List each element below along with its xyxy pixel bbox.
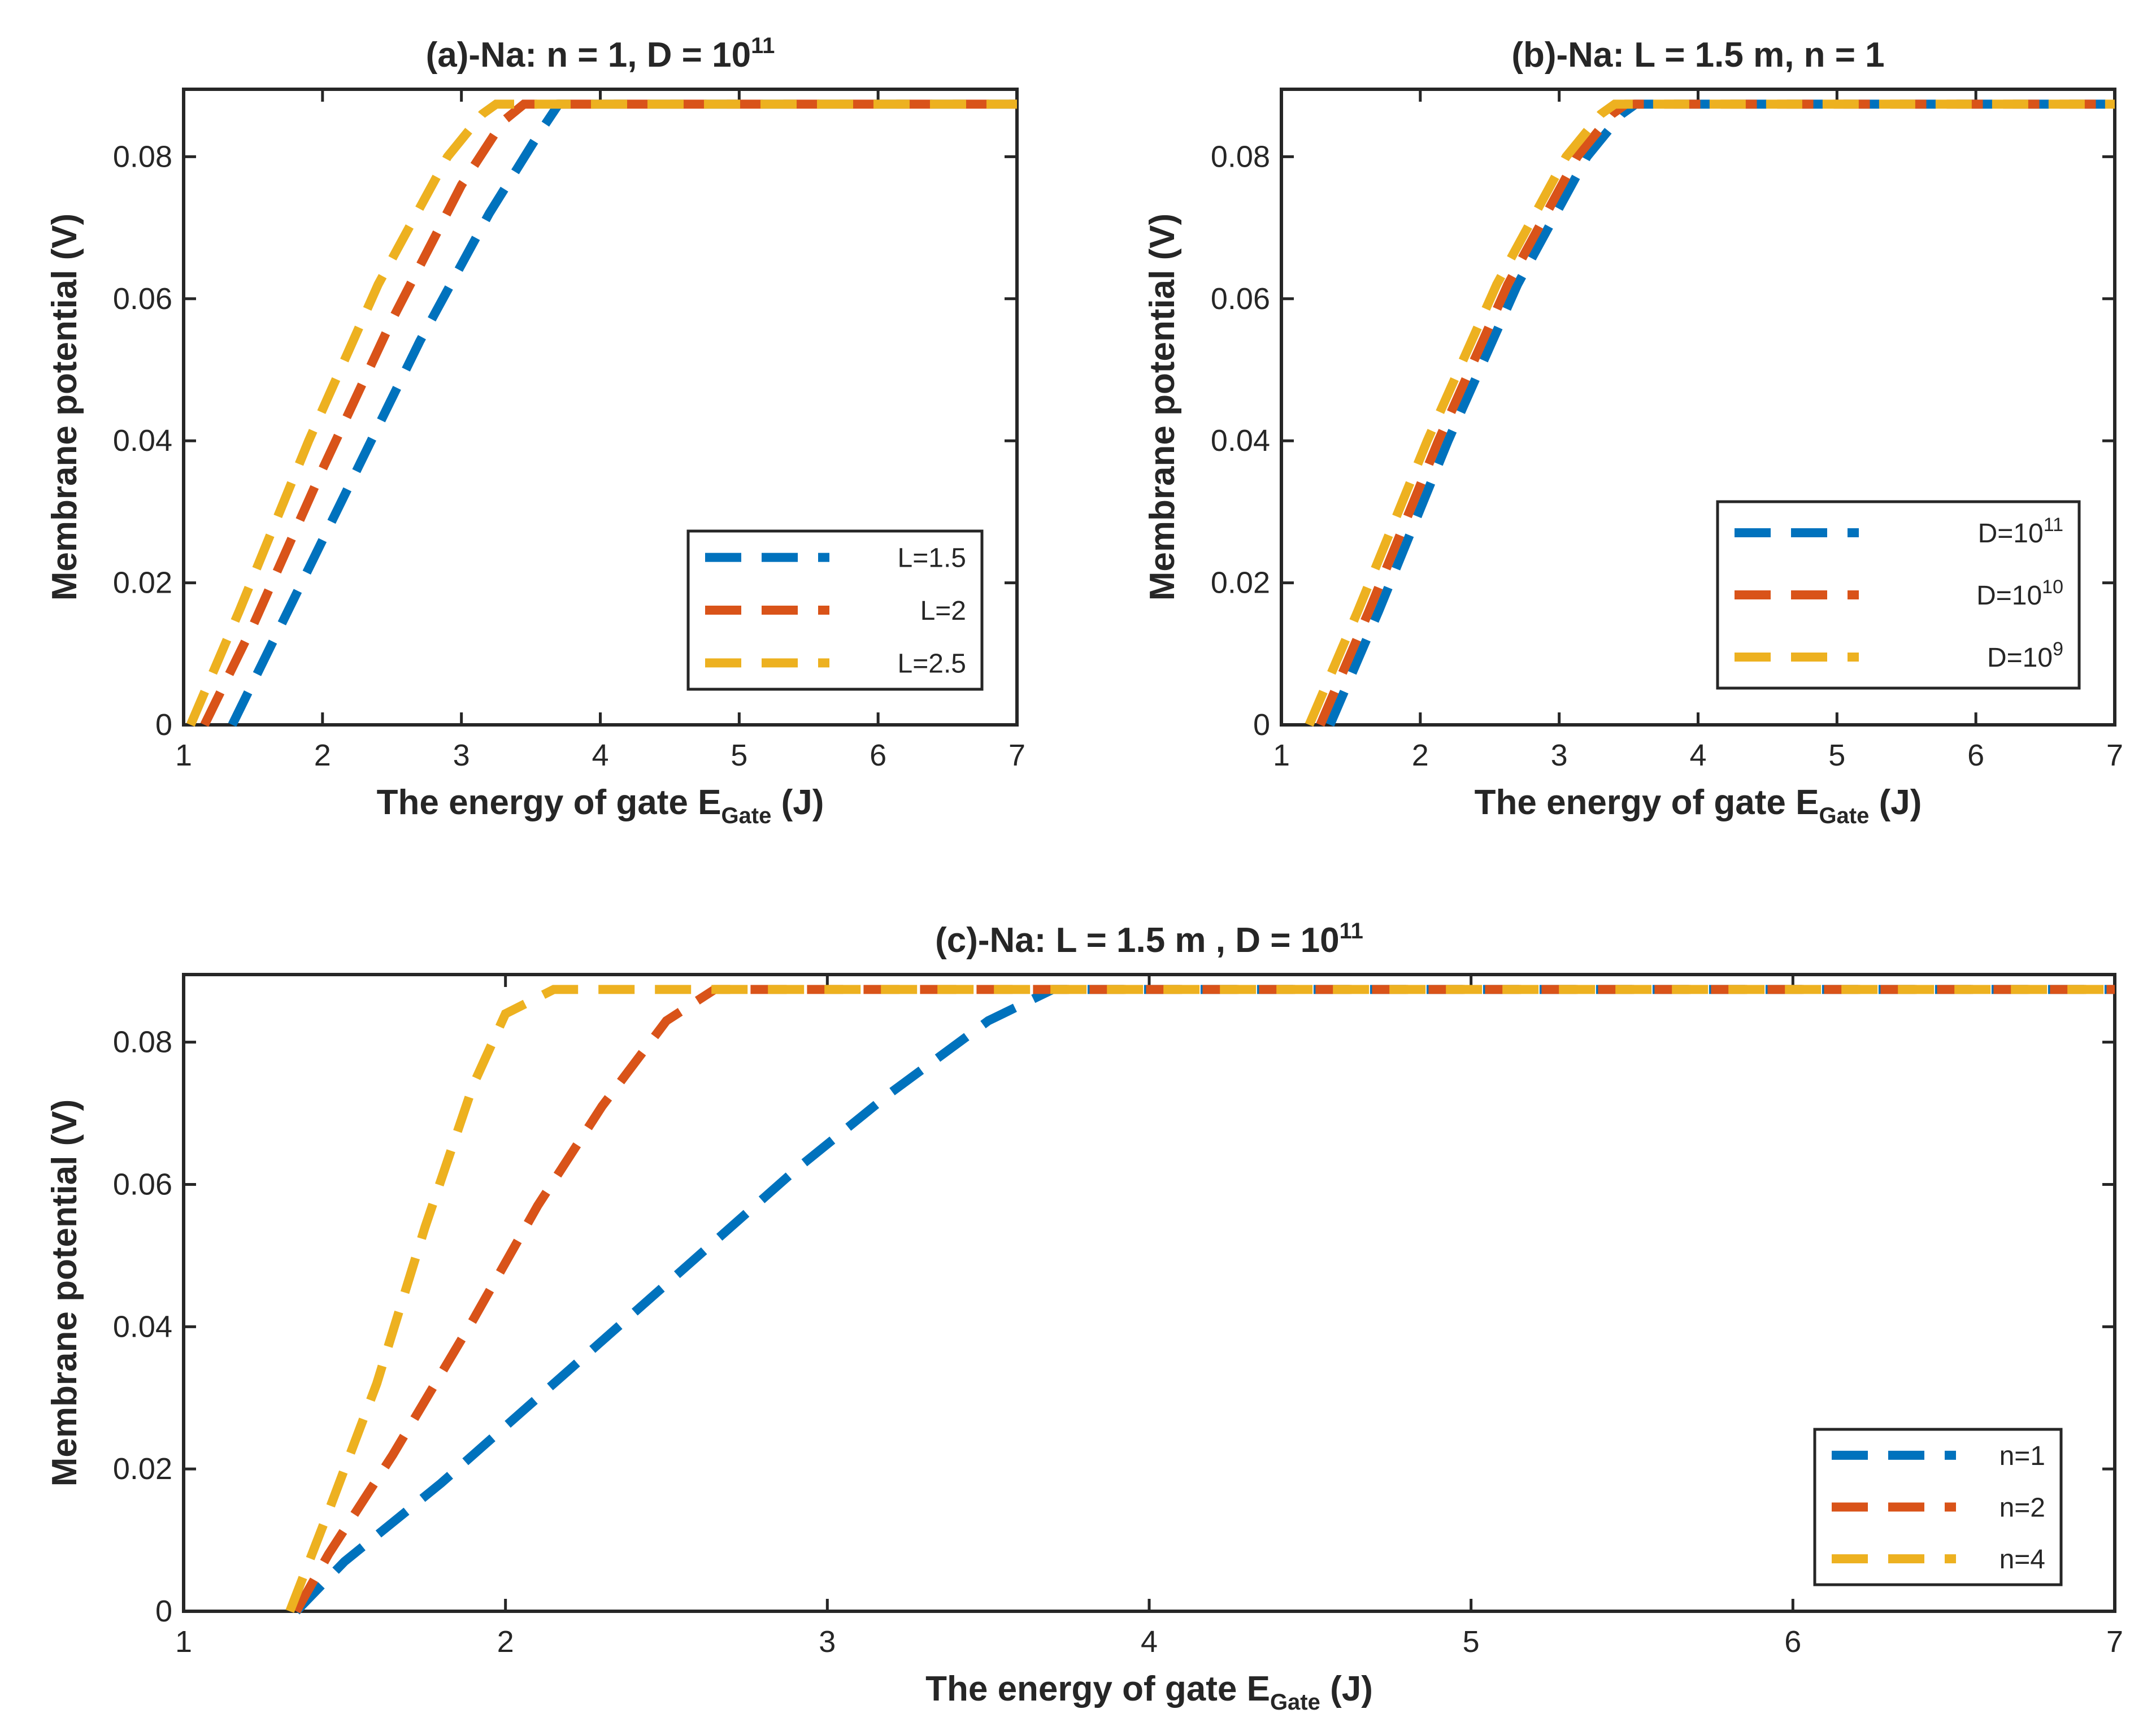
y-tick-label: 0.02 <box>113 566 172 600</box>
series-line-l-1-5 <box>228 99 1017 727</box>
x-tick-label: 4 <box>592 738 608 772</box>
legend-label: L=1.5 <box>898 543 966 573</box>
x-axis-label-subscript: Gate <box>1270 1690 1320 1715</box>
x-tick-label: 4 <box>1141 1625 1158 1659</box>
y-axis-label: Membrane potential (V) <box>45 1099 84 1487</box>
y-tick-label: 0.06 <box>113 1167 172 1201</box>
legend-label-superscript: 11 <box>2044 514 2063 536</box>
x-tick-label: 5 <box>731 738 747 772</box>
legend-label: D=1011 <box>1978 514 2063 549</box>
y-tick-label: 0 <box>155 708 172 742</box>
chart-title-superscript: 11 <box>1340 919 1363 943</box>
series-line-n-2 <box>292 985 2115 1614</box>
x-tick-label: 4 <box>1689 738 1706 772</box>
x-axis-label: The energy of gate EGate (J) <box>1475 783 1922 828</box>
x-tick-label: 1 <box>175 1625 192 1659</box>
y-tick-label: 0.04 <box>1211 424 1270 458</box>
x-tick-label: 2 <box>1412 738 1429 772</box>
legend-label-text: D=10 <box>1987 643 2053 673</box>
legend-label-text: n=4 <box>1999 1545 2045 1575</box>
chart-title-superscript: 11 <box>751 33 775 58</box>
x-axis-label: The energy of gate EGate (J) <box>377 783 824 828</box>
legend: n=1 n=2 n=4 <box>1813 1428 2063 1586</box>
y-tick-label: 0 <box>155 1594 172 1628</box>
y-axis-label: Membrane potential (V) <box>1143 214 1182 601</box>
x-axis-label-unit: (J) <box>1869 783 1922 822</box>
x-tick-label: 3 <box>1551 738 1568 772</box>
y-tick-label: 0.06 <box>113 282 172 316</box>
x-axis-label-text: The energy of gate E <box>1475 783 1819 822</box>
x-tick-label: 3 <box>819 1625 836 1659</box>
legend-label-superscript: 9 <box>2053 638 2063 660</box>
y-tick-label: 0.04 <box>113 424 172 458</box>
y-tick-label: 0.08 <box>113 140 172 173</box>
legend-label: n=4 <box>1999 1545 2045 1575</box>
legend-label: D=109 <box>1987 638 2063 673</box>
x-tick-label: 5 <box>1463 1625 1480 1659</box>
legend-label-text: n=2 <box>1999 1493 2045 1523</box>
x-axis-label-text: The energy of gate E <box>925 1669 1270 1708</box>
series-line-d-10-9 <box>1305 99 2115 727</box>
legend-label-text: n=1 <box>1999 1441 2045 1471</box>
legend-label: L=2 <box>920 596 966 626</box>
plot-area <box>182 973 2116 1613</box>
chart-title: (a)-Na: n = 1, D = 1011 <box>426 33 775 75</box>
chart-title: (c)-Na: L = 1.5 m , D = 1011 <box>935 919 1363 960</box>
x-tick-label: 6 <box>1967 738 1984 772</box>
legend-label: L=2.5 <box>898 649 966 679</box>
x-tick-label: 7 <box>2106 738 2123 772</box>
y-axis-label: Membrane potential (V) <box>45 214 84 601</box>
legend-label: D=1010 <box>1976 576 2063 611</box>
x-axis-label-subscript: Gate <box>721 803 771 828</box>
series-line-l-2-5 <box>186 99 1017 727</box>
series-line-n-4 <box>285 985 2115 1613</box>
legend-label-text: L=2 <box>920 596 966 626</box>
legend-label: n=1 <box>1999 1441 2045 1471</box>
series-line-n-1 <box>293 985 2115 1615</box>
x-axis-label-text: The energy of gate E <box>377 783 721 822</box>
legend-label-text: L=1.5 <box>898 543 966 573</box>
x-tick-label: 2 <box>497 1625 514 1659</box>
x-axis-label-unit: (J) <box>771 783 824 822</box>
panel-b: (b)-Na: L = 1.5 m, n = 1 1 2 3 4 5 6 7 0 0.02 0.04… <box>1143 36 2123 828</box>
legend-box <box>1716 500 2081 690</box>
x-tick-label: 7 <box>2106 1625 2123 1659</box>
x-axis-label: The energy of gate EGate (J) <box>925 1669 1373 1715</box>
x-tick-label: 6 <box>870 738 886 772</box>
legend-label-superscript: 10 <box>2042 576 2063 598</box>
y-tick-label: 0.08 <box>1211 140 1270 173</box>
x-tick-label: 7 <box>1009 738 1025 772</box>
y-tick-label: 0.02 <box>1211 566 1270 600</box>
x-axis-label-unit: (J) <box>1320 1669 1373 1708</box>
legend-label-text: D=10 <box>1976 581 2042 611</box>
legend-label: n=2 <box>1999 1493 2045 1523</box>
y-tick-label: 0.02 <box>113 1452 172 1486</box>
x-tick-label: 5 <box>1828 738 1845 772</box>
y-tick-label: 0.08 <box>113 1025 172 1059</box>
x-tick-label: 6 <box>1784 1625 1801 1659</box>
series-line-l-2 <box>200 99 1017 727</box>
chart-title-text: (b)-Na: L = 1.5 m, n = 1 <box>1511 36 1884 75</box>
x-tick-label: 3 <box>453 738 470 772</box>
chart-title: (b)-Na: L = 1.5 m, n = 1 <box>1511 36 1884 75</box>
x-tick-label: 1 <box>175 738 192 772</box>
legend-label-text: D=10 <box>1978 519 2044 549</box>
legend-label-text: L=2.5 <box>898 649 966 679</box>
x-tick-label: 1 <box>1273 738 1290 772</box>
y-tick-label: 0 <box>1253 708 1270 742</box>
x-axis-label-subscript: Gate <box>1819 803 1869 828</box>
x-tick-label: 2 <box>314 738 331 772</box>
chart-title-text: (a)-Na: n = 1, D = 10 <box>426 36 751 75</box>
y-tick-label: 0.04 <box>113 1310 172 1343</box>
y-tick-label: 0.06 <box>1211 282 1270 316</box>
chart-title-text: (c)-Na: L = 1.5 m , D = 10 <box>935 921 1340 960</box>
legend: L=1.5 L=2 L=2.5 <box>686 529 984 691</box>
